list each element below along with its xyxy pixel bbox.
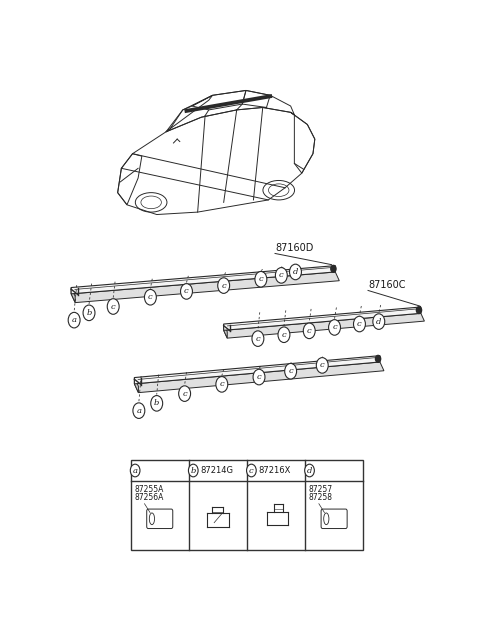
- Circle shape: [151, 396, 163, 411]
- Text: a: a: [132, 466, 138, 475]
- Text: c: c: [221, 282, 226, 289]
- Text: c: c: [259, 276, 263, 283]
- Circle shape: [305, 464, 314, 477]
- Text: c: c: [255, 334, 260, 343]
- Circle shape: [276, 267, 288, 283]
- Circle shape: [218, 278, 229, 293]
- Circle shape: [416, 307, 421, 313]
- Text: 87160C: 87160C: [369, 280, 406, 290]
- Circle shape: [189, 464, 198, 477]
- Circle shape: [329, 320, 340, 335]
- Circle shape: [144, 289, 156, 305]
- Circle shape: [252, 331, 264, 346]
- Text: c: c: [357, 320, 362, 328]
- Circle shape: [216, 377, 228, 392]
- Text: c: c: [184, 288, 189, 295]
- Circle shape: [68, 312, 80, 328]
- Bar: [131, 460, 363, 550]
- Text: a: a: [72, 316, 77, 324]
- Circle shape: [303, 323, 315, 339]
- Text: 87256A: 87256A: [134, 494, 164, 502]
- Circle shape: [133, 403, 145, 418]
- Circle shape: [180, 284, 192, 299]
- Text: c: c: [148, 293, 153, 301]
- Text: c: c: [219, 380, 224, 389]
- Text: c: c: [282, 331, 286, 339]
- Text: c: c: [249, 466, 254, 475]
- Polygon shape: [71, 272, 339, 303]
- Text: c: c: [111, 303, 116, 310]
- Polygon shape: [134, 377, 138, 392]
- Polygon shape: [134, 362, 384, 392]
- Text: b: b: [191, 466, 196, 475]
- Polygon shape: [71, 265, 335, 294]
- Text: 87216X: 87216X: [258, 466, 290, 475]
- Text: b: b: [154, 399, 159, 408]
- Circle shape: [83, 305, 95, 320]
- Text: d: d: [293, 268, 298, 276]
- Polygon shape: [224, 307, 421, 331]
- Text: b: b: [86, 309, 92, 317]
- Text: 87160D: 87160D: [276, 243, 314, 253]
- Text: d: d: [307, 466, 312, 475]
- Text: c: c: [288, 367, 293, 375]
- Text: c: c: [257, 373, 262, 381]
- Circle shape: [331, 265, 336, 272]
- Text: c: c: [332, 324, 337, 331]
- Circle shape: [179, 386, 191, 401]
- Text: 87257: 87257: [309, 485, 333, 494]
- Text: a: a: [136, 406, 142, 415]
- Circle shape: [373, 314, 385, 329]
- Text: d: d: [376, 318, 382, 325]
- Text: c: c: [182, 389, 187, 398]
- Text: 87255A: 87255A: [134, 485, 164, 494]
- Text: c: c: [279, 271, 284, 279]
- Circle shape: [107, 299, 119, 314]
- Polygon shape: [71, 288, 75, 303]
- Circle shape: [253, 369, 265, 385]
- Polygon shape: [224, 324, 227, 338]
- Text: c: c: [307, 327, 312, 335]
- Circle shape: [285, 363, 297, 379]
- Text: c: c: [320, 362, 324, 369]
- Circle shape: [130, 464, 140, 477]
- Circle shape: [289, 264, 301, 280]
- Circle shape: [255, 272, 267, 287]
- Polygon shape: [224, 313, 424, 338]
- Circle shape: [316, 358, 328, 373]
- Text: 87214G: 87214G: [200, 466, 233, 475]
- Circle shape: [375, 355, 381, 362]
- Circle shape: [247, 464, 256, 477]
- Polygon shape: [134, 356, 380, 384]
- Text: 87258: 87258: [309, 494, 333, 502]
- Circle shape: [278, 327, 290, 343]
- Circle shape: [353, 316, 365, 332]
